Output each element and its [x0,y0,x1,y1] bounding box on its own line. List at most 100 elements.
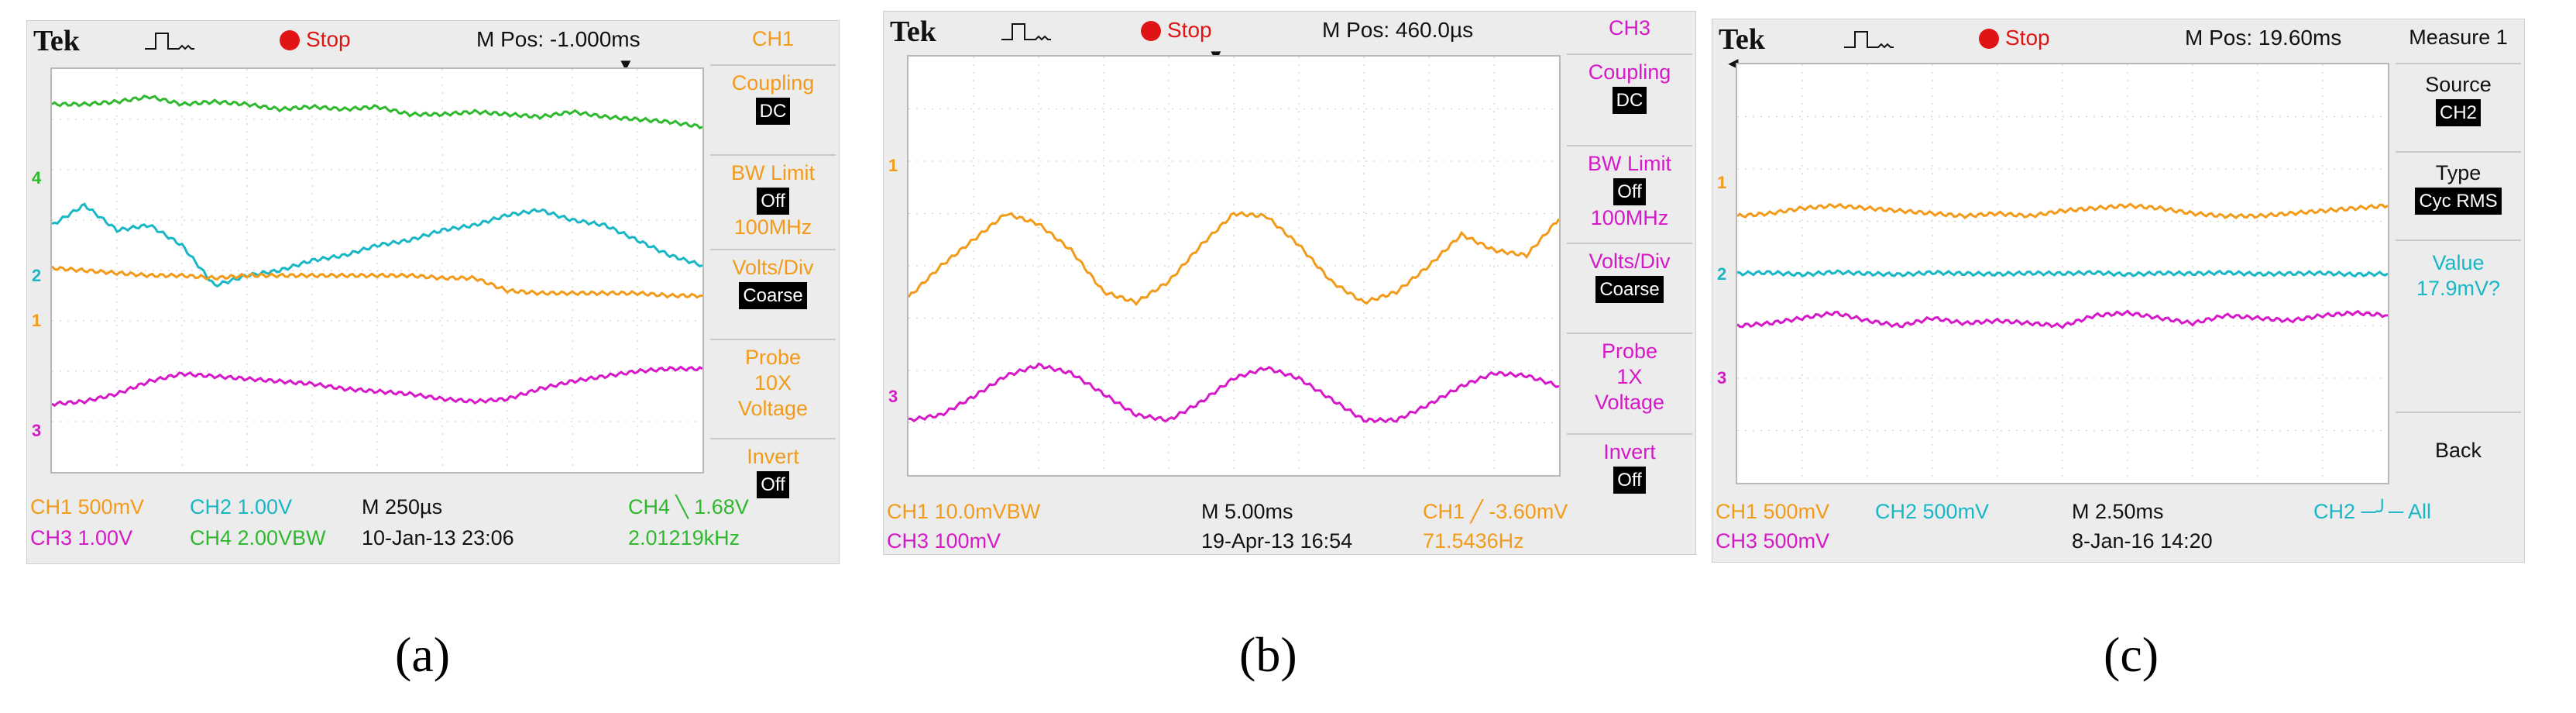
type-menu-item[interactable]: Type Cyc RMS [2392,160,2524,215]
type-label: Type [2435,161,2482,184]
measured-value: 17.9mV? [2416,277,2501,300]
graticule [1736,63,2389,484]
source-label: Source [2425,73,2492,96]
volts-div-menu-item[interactable]: Volts/Div Coarse [1564,249,1695,303]
probe-attenuation: 1X [1616,365,1643,388]
channel-2-marker: 2 [1717,264,1727,284]
horizontal-position: M Pos: 19.60ms [2185,26,2342,50]
waveform-traces [52,94,702,408]
bw-limit-menu-item[interactable]: BW Limit Off 100MHz [1564,151,1695,231]
coupling-value: DC [755,98,791,125]
waveform-plot [1737,64,2388,483]
channel-1-marker: 1 [32,311,42,330]
volts-div-label: Volts/Div [732,256,814,279]
ch2-scale-readout: CH2 500mV [1875,500,1990,523]
graticule [907,55,1561,477]
date-time-readout: 19-Apr-13 16:54 [1201,529,1353,553]
scope-screen-a: Tek Stop M Pos: -1.000ms ▼ 4 2 1 3 CH1 C… [26,20,840,564]
waveform-traces [1737,202,2388,329]
bw-limit-frequency: 100MHz [1590,206,1669,229]
back-button[interactable]: Back [2434,439,2482,462]
bw-limit-menu-item[interactable]: BW Limit Off 100MHz [707,160,839,240]
volts-div-label: Volts/Div [1589,250,1671,273]
menu-title: CH3 [1608,16,1650,40]
trace-ch1 [1737,202,2388,220]
scope-topbar: Tek Stop M Pos: 460.0µs [884,12,1695,50]
source-menu-item[interactable]: Source CH2 [2392,72,2524,126]
trace-ch4 [52,94,702,129]
waveform-plot [52,69,702,472]
ch2-scale-readout: CH2 1.00V [190,495,293,518]
scope-topbar: Tek Stop M Pos: 19.60ms [1712,19,2524,58]
channel-1-marker: 1 [1717,173,1727,192]
trigger-pulse-icon [1844,31,1894,49]
invert-menu-item[interactable]: Invert Off [1564,439,1695,494]
panel-label-a: (a) [395,627,451,682]
channel-2-marker: 2 [32,266,42,285]
channel-3-marker: 3 [1717,368,1727,388]
ch3-scale-readout: CH3 500mV [1716,529,1830,553]
acquisition-status: Stop [1167,18,1212,42]
invert-label: Invert [1603,440,1656,463]
trigger-readout: CH4 ╲ 1.68V [628,495,749,518]
volts-div-menu-item[interactable]: Volts/Div Coarse [707,255,839,309]
brand-logo: Tek [1719,23,1765,56]
invert-menu-item[interactable]: Invert Off [707,444,839,498]
scope-topbar: Tek Stop M Pos: -1.000ms [27,21,839,60]
stop-indicator-icon [280,30,300,50]
bw-limit-label: BW Limit [731,161,815,184]
volts-div-value: Coarse [1595,276,1664,303]
bw-limit-label: BW Limit [1588,152,1671,175]
waveform-traces [908,211,1559,424]
ch3-scale-readout: CH3 100mV [887,529,1001,553]
trace-ch3 [908,362,1559,424]
value-label: Value [2432,251,2485,274]
panel-label-b: (b) [1239,627,1297,682]
stop-indicator-icon [1979,29,1999,49]
coupling-label: Coupling [731,71,815,95]
trigger-pulse-icon [145,33,194,50]
horizontal-position: M Pos: -1.000ms [476,27,641,51]
value-menu-item: Value 17.9mV? [2392,250,2524,301]
brand-logo: Tek [890,16,936,48]
coupling-menu-item[interactable]: Coupling DC [1564,60,1695,114]
trace-ch2 [52,202,702,288]
type-value: Cyc RMS [2415,188,2502,215]
brand-logo: Tek [33,25,80,57]
panel-label-c: (c) [2104,627,2159,682]
date-time-readout: 8-Jan-16 14:20 [2072,529,2213,553]
ch1-scale-readout: CH1 10.0mVBW [887,500,1041,523]
probe-label: Probe [1601,339,1658,363]
horizontal-position: M Pos: 460.0µs [1322,18,1474,42]
coupling-menu-item[interactable]: Coupling DC [707,71,839,125]
bw-limit-frequency: 100MHz [733,215,812,239]
trace-ch1 [52,265,702,299]
trigger-pulse-icon [1001,23,1051,41]
timebase-readout: M 2.50ms [2072,500,2164,523]
probe-label: Probe [744,346,802,369]
invert-label: Invert [747,445,799,468]
scope-screen-c: Tek Stop M Pos: 19.60ms ◄ 1 2 3 Measure … [1712,19,2525,563]
probe-menu-item[interactable]: Probe 10X Voltage [707,345,839,422]
ch1-scale-readout: CH1 500mV [1716,500,1830,523]
volts-div-value: Coarse [739,282,807,309]
timebase-readout: M 5.00ms [1201,500,1293,523]
frequency-readout: 71.5436Hz [1423,529,1524,553]
menu-title: CH1 [751,27,794,50]
coupling-value: DC [1612,87,1647,114]
source-value: CH2 [2435,99,2481,126]
channel-3-marker: 3 [32,421,42,440]
waveform-plot [908,57,1559,475]
date-time-readout: 10-Jan-13 23:06 [362,526,514,549]
bw-limit-value: Off [757,188,789,215]
probe-type: Voltage [737,397,809,420]
scope-screen-b: Tek Stop M Pos: 460.0µs ▼ 1 3 CH3 Coupli… [883,11,1696,555]
probe-menu-item[interactable]: Probe 1X Voltage [1564,339,1695,415]
channel-1-marker: 1 [888,156,898,175]
ch1-scale-readout: CH1 500mV [30,495,145,518]
trace-ch3 [1737,309,2388,329]
invert-value: Off [1613,467,1646,494]
menu-title: Measure 1 [2409,26,2508,49]
side-menu: CH1 Coupling DC BW Limit Off 100MHz Volt… [707,21,839,498]
trigger-readout: CH2 ─╯─ All [2313,500,2432,523]
